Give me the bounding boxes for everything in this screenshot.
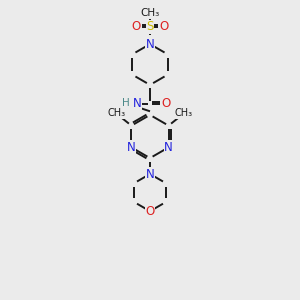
Text: O: O	[161, 97, 170, 110]
Text: CH₃: CH₃	[175, 108, 193, 118]
Text: O: O	[146, 205, 154, 218]
Text: N: N	[127, 141, 136, 154]
Text: CH₃: CH₃	[140, 8, 160, 19]
Text: N: N	[164, 141, 173, 154]
Text: N: N	[133, 97, 142, 110]
Text: N: N	[146, 35, 154, 49]
Text: O: O	[159, 20, 168, 34]
Text: N: N	[146, 167, 154, 181]
Text: CH₃: CH₃	[107, 108, 125, 118]
Text: N: N	[146, 38, 154, 51]
Text: H: H	[122, 98, 129, 109]
Text: S: S	[146, 20, 154, 34]
Text: O: O	[132, 20, 141, 34]
